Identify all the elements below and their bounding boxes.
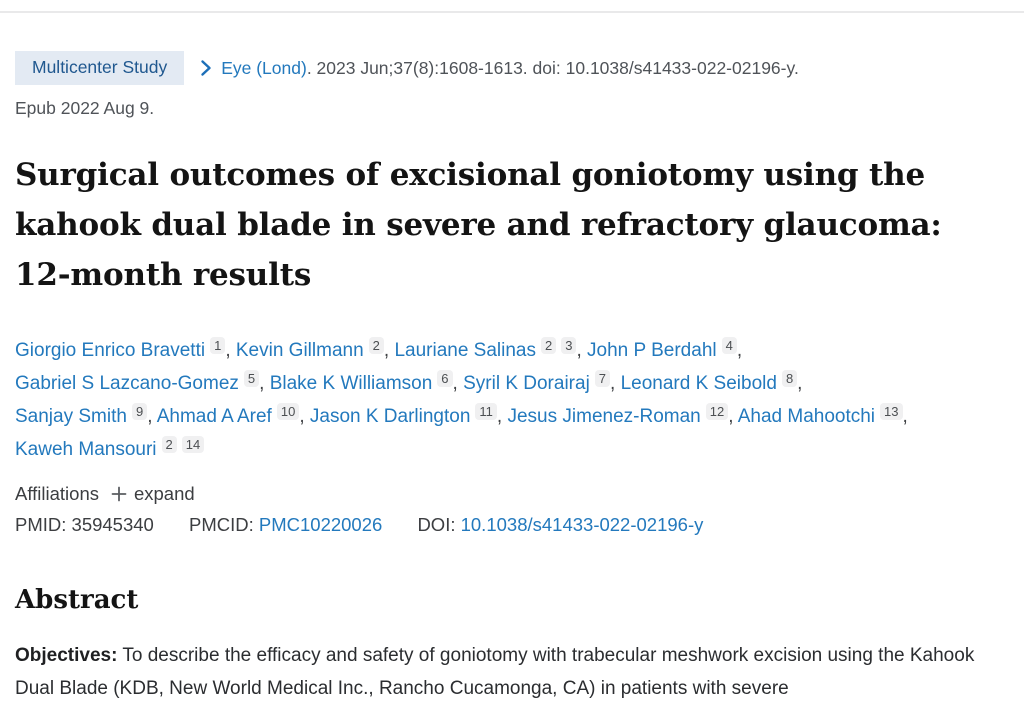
abstract-text: Objectives: To describe the efficacy and… [15, 639, 996, 705]
author-affiliation-number[interactable]: 9 [131, 403, 148, 420]
abstract-heading: Abstract [15, 585, 139, 615]
author-affiliation-number[interactable]: 7 [594, 370, 611, 387]
author-affiliation-number[interactable]: 1 [210, 337, 226, 354]
header-divider [0, 0, 1024, 13]
pmcid-link[interactable]: PMC10220026 [258, 514, 383, 535]
expand-affiliations-button[interactable]: expand [111, 483, 195, 505]
author-item: Jesus Jimenez-Roman 12, [507, 403, 734, 427]
author-affiliation-number[interactable]: 10 [276, 403, 300, 420]
authors-list: Giorgio Enrico Bravetti 1, Kevin Gillmann… [15, 334, 927, 466]
author-separator: , [610, 373, 616, 394]
author-separator: , [736, 340, 743, 361]
expand-label: expand [133, 483, 195, 504]
author-affiliation-number[interactable]: 4 [721, 337, 737, 354]
author-separator: , [797, 373, 803, 394]
affiliations-label: Affiliations [15, 483, 99, 504]
author-link[interactable]: Blake K Williamson [269, 373, 433, 394]
abstract-section-label: Objectives: [15, 645, 118, 666]
affiliations-row: Affiliations expand [15, 483, 996, 505]
author-link[interactable]: Jason K Darlington [309, 406, 471, 427]
plus-icon [111, 486, 127, 502]
author-affiliation-number[interactable]: 13 [880, 403, 903, 420]
author-link[interactable]: Sanjay Smith [15, 406, 127, 427]
author-separator: , [383, 340, 390, 361]
pmcid-label: PMCID: [188, 514, 254, 535]
chevron-right-icon [200, 59, 212, 77]
author-item: Sanjay Smith 9, [15, 403, 153, 427]
author-link[interactable]: Leonard K Seibold [620, 373, 777, 394]
author-item: Gabriel S Lazcano-Gomez 5, [15, 370, 265, 394]
author-affiliation-number[interactable]: 2 [368, 337, 384, 354]
author-separator: , [259, 373, 265, 394]
author-affiliation-number[interactable]: 12 [705, 403, 729, 420]
publication-type-badge[interactable]: Multicenter Study [15, 51, 185, 85]
author-item: Giorgio Enrico Bravetti 1, [15, 337, 231, 361]
author-affiliation-number[interactable]: 5 [243, 370, 260, 387]
citation-details: . 2023 Jun;37(8):1608-1613. doi: 10.1038… [306, 58, 799, 78]
author-separator: , [299, 406, 305, 427]
author-separator: , [576, 340, 582, 361]
pmid-value: 35945340 [71, 514, 154, 535]
author-affiliation-number[interactable]: 2 [161, 436, 177, 453]
author-link[interactable]: Giorgio Enrico Bravetti [15, 340, 206, 361]
citation-row: Multicenter Study Eye (Lond). 2023 Jun;3… [15, 51, 996, 85]
article-title: Surgical outcomes of excisional goniotom… [15, 157, 942, 293]
author-link[interactable]: Lauriane Salinas [394, 340, 536, 361]
author-separator: , [147, 406, 153, 427]
abstract-section-body: To describe the efficacy and safety of g… [15, 645, 975, 699]
author-affiliation-number[interactable]: 8 [781, 370, 798, 387]
author-item: Ahmad A Aref 10, [156, 403, 305, 427]
author-separator: , [496, 406, 503, 427]
author-item: Lauriane Salinas 2 3, [394, 337, 582, 361]
author-separator: , [225, 340, 231, 361]
author-link[interactable]: Ahad Mahootchi [737, 406, 876, 427]
author-affiliation-number[interactable]: 14 [181, 436, 205, 453]
author-link[interactable]: Ahmad A Aref [156, 406, 272, 427]
journal-link[interactable]: Eye (Lond) [221, 58, 307, 78]
doi-group: DOI: 10.1038/s41433-022-02196-y [417, 514, 703, 535]
author-link[interactable]: Syril K Dorairaj [463, 373, 590, 394]
author-link[interactable]: Gabriel S Lazcano-Gomez [15, 373, 239, 394]
author-link[interactable]: Kevin Gillmann [235, 340, 364, 361]
author-item: Syril K Dorairaj 7, [463, 370, 616, 394]
author-link[interactable]: Kaweh Mansouri [15, 439, 157, 460]
author-item: John P Berdahl 4, [587, 337, 743, 361]
author-item: Leonard K Seibold 8, [620, 370, 803, 394]
author-separator: , [728, 406, 734, 427]
author-item: Kevin Gillmann 2, [235, 337, 390, 361]
author-link[interactable]: Jesus Jimenez-Roman [507, 406, 701, 427]
author-item: Ahad Mahootchi 13, [737, 403, 908, 427]
author-item: Kaweh Mansouri 2 14 [15, 436, 205, 460]
author-separator: , [452, 373, 458, 394]
pmid-group: PMID: 35945340 [15, 514, 154, 535]
author-separator: , [902, 406, 908, 427]
doi-label: DOI: [417, 514, 456, 535]
epub-date: Epub 2022 Aug 9. [15, 98, 155, 118]
author-affiliation-number[interactable]: 11 [475, 403, 497, 420]
identifiers-row: PMID: 35945340 PMCID: PMC10220026 DOI: 1… [15, 514, 996, 536]
author-affiliation-number[interactable]: 2 [541, 337, 557, 354]
author-link[interactable]: John P Berdahl [587, 340, 717, 361]
author-item: Jason K Darlington 11, [309, 403, 503, 427]
doi-link[interactable]: 10.1038/s41433-022-02196-y [460, 514, 704, 535]
author-affiliation-number[interactable]: 3 [561, 337, 577, 354]
article-page: Multicenter Study Eye (Lond). 2023 Jun;3… [0, 51, 1024, 705]
author-affiliation-number[interactable]: 6 [437, 370, 453, 387]
pmcid-group: PMCID: PMC10220026 [189, 514, 382, 535]
author-item: Blake K Williamson 6, [269, 370, 458, 394]
pmid-label: PMID: [15, 514, 67, 535]
